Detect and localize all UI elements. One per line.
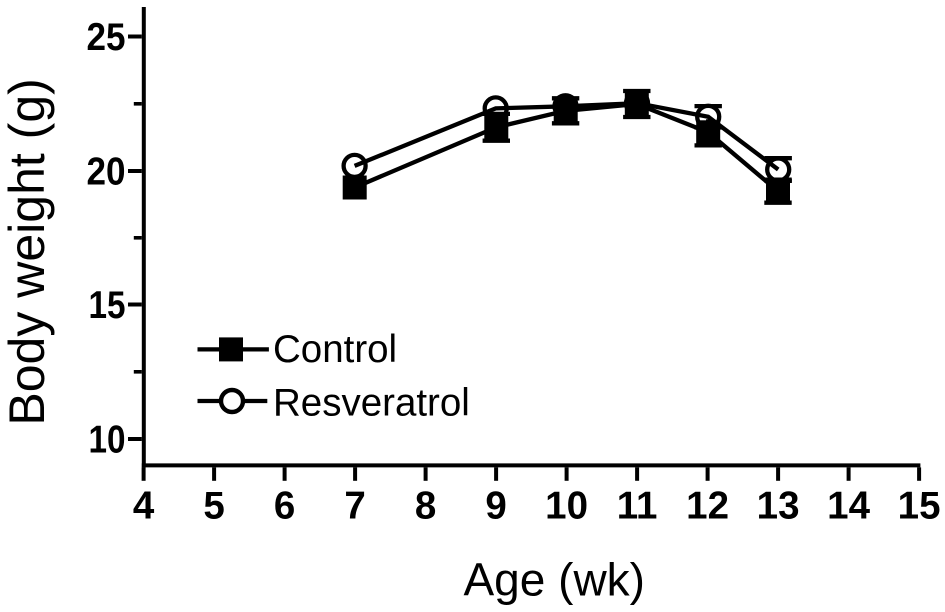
svg-text:15: 15 <box>89 284 126 327</box>
svg-text:13: 13 <box>757 485 800 528</box>
svg-text:Control: Control <box>273 328 397 371</box>
svg-text:4: 4 <box>133 485 155 528</box>
svg-text:15: 15 <box>898 485 941 528</box>
svg-text:11: 11 <box>617 485 658 528</box>
svg-text:Resveratrol: Resveratrol <box>273 381 470 424</box>
svg-text:8: 8 <box>415 485 436 528</box>
svg-text:7: 7 <box>344 485 365 528</box>
svg-text:20: 20 <box>87 150 126 193</box>
svg-text:12: 12 <box>686 485 729 528</box>
svg-text:10: 10 <box>545 485 588 528</box>
svg-text:5: 5 <box>203 485 224 528</box>
svg-text:25: 25 <box>87 16 126 59</box>
svg-text:10: 10 <box>89 418 126 461</box>
svg-text:9: 9 <box>485 485 506 528</box>
svg-text:Age (wk): Age (wk) <box>464 554 645 606</box>
svg-text:6: 6 <box>274 485 295 528</box>
svg-text:14: 14 <box>827 485 870 528</box>
svg-text:Body weight (g): Body weight (g) <box>0 78 55 425</box>
